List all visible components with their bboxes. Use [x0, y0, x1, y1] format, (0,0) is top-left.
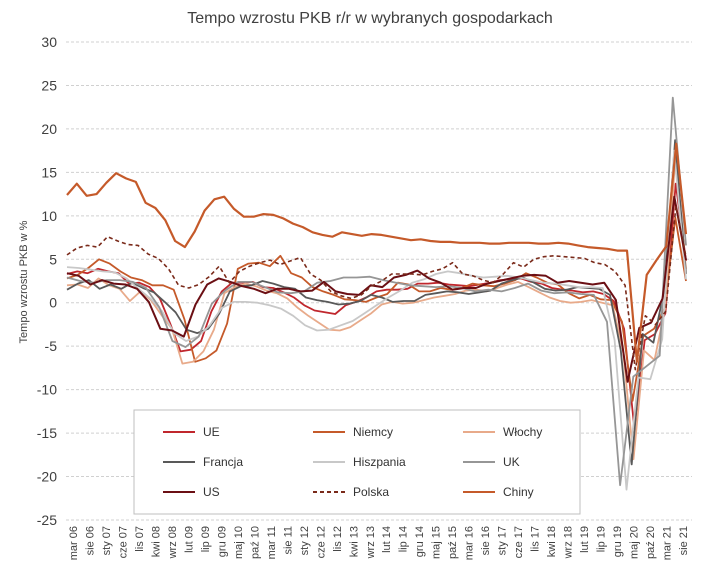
y-tick-label: 0 [49, 295, 57, 311]
x-tick-label: lut 09 [184, 526, 196, 553]
y-tick-label: 30 [41, 34, 57, 50]
y-tick-label: -5 [45, 338, 58, 354]
x-tick-label: kwi 13 [348, 526, 360, 557]
x-tick-label: paź 10 [249, 526, 261, 559]
x-tick-label: lut 14 [381, 526, 393, 553]
x-tick-label: gru 09 [217, 526, 229, 557]
x-tick-label: sie 21 [678, 526, 690, 555]
legend-label: US [203, 485, 220, 499]
x-tick-label: wrz 08 [167, 526, 179, 559]
y-tick-label: -10 [37, 382, 57, 398]
y-axis-label: Tempo wzrostu PKB w % [18, 220, 30, 343]
x-tick-label: maj 10 [233, 526, 245, 559]
x-tick-label: lis 12 [332, 526, 344, 552]
x-tick-label: kwi 08 [151, 526, 163, 557]
x-tick-label: lip 19 [595, 526, 607, 552]
x-tick-label: kwi 18 [546, 526, 558, 557]
x-tick-label: cze 07 [118, 526, 130, 558]
plot-area [66, 96, 688, 491]
y-tick-label: 15 [41, 164, 57, 180]
x-tick-label: sie 16 [480, 526, 492, 555]
legend-label: Francja [203, 455, 243, 469]
y-tick-label: 25 [41, 77, 57, 93]
x-tick-label: mar 06 [68, 526, 80, 560]
x-tick-label: lis 07 [134, 526, 146, 552]
x-tick-label: gru 19 [612, 526, 624, 557]
legend-label: Włochy [503, 425, 542, 439]
legend-label: UE [203, 425, 220, 439]
x-tick-label: sie 11 [282, 526, 294, 555]
legend-label: Polska [353, 485, 389, 499]
x-tick-label: sty 12 [299, 526, 311, 555]
y-tick-label: 20 [41, 121, 57, 137]
series-line-ue [66, 182, 687, 430]
x-tick-label: gru 14 [414, 526, 426, 557]
x-tick-label: mar 16 [464, 526, 476, 560]
x-tick-label: cze 17 [513, 526, 525, 558]
series-line-uk [66, 96, 687, 487]
series-line-niemcy [66, 216, 687, 402]
x-tick-label: sie 06 [85, 526, 97, 555]
x-tick-label: cze 12 [315, 526, 327, 558]
y-tick-label: -25 [37, 512, 57, 528]
x-tick-label: lut 19 [579, 526, 591, 553]
x-tick-label: sty 17 [497, 526, 509, 555]
x-tick-label: paź 20 [645, 526, 657, 559]
chart-title: Tempo wzrostu PKB r/r w wybranych gospod… [187, 10, 552, 27]
x-tick-label: lip 14 [398, 526, 410, 552]
legend-label: Chiny [503, 485, 534, 499]
x-tick-label: maj 15 [431, 526, 443, 559]
y-tick-label: 5 [49, 251, 57, 267]
x-axis: mar 06 sie 06 sty 07 cze 07 lis 07 kwi 08 wrz … [68, 526, 690, 560]
y-tick-label: 10 [41, 208, 57, 224]
x-tick-label: mar 21 [661, 526, 673, 560]
y-tick-label: -20 [37, 469, 57, 485]
x-tick-label: lip 09 [200, 526, 212, 552]
y-axis: 30 25 20 15 10 5 0 -5 -10 -15 -20 -25 [37, 34, 57, 528]
legend: UE Niemcy Włochy Francja Hiszpania UK US Polska… [133, 409, 581, 515]
legend-box [133, 409, 581, 515]
series-line-chiny [66, 142, 688, 363]
x-tick-label: mar 11 [266, 526, 278, 559]
x-tick-label: paź 15 [447, 526, 459, 559]
series-line-us [66, 195, 687, 383]
x-tick-label: sty 07 [101, 526, 113, 555]
x-tick-label: lis 17 [530, 526, 542, 552]
y-tick-label: -15 [37, 425, 57, 441]
legend-label: Hiszpania [353, 455, 406, 469]
legend-label: Niemcy [353, 425, 393, 439]
series-line-polska [66, 205, 687, 371]
series-line-hiszpania [66, 149, 687, 491]
legend-label: UK [503, 455, 520, 469]
x-tick-label: wrz 13 [365, 526, 377, 559]
x-tick-label: maj 20 [628, 526, 640, 559]
x-tick-label: wrz 18 [562, 526, 574, 559]
